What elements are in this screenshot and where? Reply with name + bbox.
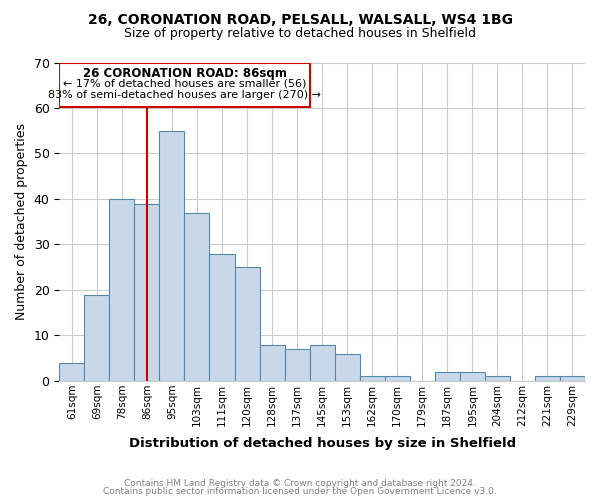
Bar [460, 372, 485, 381]
Bar [260, 344, 284, 381]
Text: Contains HM Land Registry data © Crown copyright and database right 2024.: Contains HM Land Registry data © Crown c… [124, 478, 476, 488]
Bar [59, 363, 85, 381]
Bar [310, 344, 335, 381]
Bar [385, 376, 410, 381]
Text: ← 17% of detached houses are smaller (56): ← 17% of detached houses are smaller (56… [63, 78, 306, 88]
Text: 83% of semi-detached houses are larger (270) →: 83% of semi-detached houses are larger (… [48, 90, 321, 100]
Bar [85, 294, 109, 381]
Bar [160, 130, 184, 381]
Bar [435, 372, 460, 381]
Bar [284, 349, 310, 381]
Bar [134, 204, 160, 381]
Text: 26, CORONATION ROAD, PELSALL, WALSALL, WS4 1BG: 26, CORONATION ROAD, PELSALL, WALSALL, W… [88, 12, 512, 26]
Bar [184, 212, 209, 381]
Bar [209, 254, 235, 381]
Bar [560, 376, 585, 381]
Bar [485, 376, 510, 381]
Bar [335, 354, 359, 381]
Bar [359, 376, 385, 381]
Bar [535, 376, 560, 381]
Text: Size of property relative to detached houses in Shelfield: Size of property relative to detached ho… [124, 28, 476, 40]
Text: 26 CORONATION ROAD: 86sqm: 26 CORONATION ROAD: 86sqm [83, 67, 286, 80]
Y-axis label: Number of detached properties: Number of detached properties [15, 123, 28, 320]
Bar [109, 199, 134, 381]
Text: Contains public sector information licensed under the Open Government Licence v3: Contains public sector information licen… [103, 487, 497, 496]
Bar [235, 267, 260, 381]
Bar [59, 64, 310, 107]
X-axis label: Distribution of detached houses by size in Shelfield: Distribution of detached houses by size … [128, 437, 516, 450]
